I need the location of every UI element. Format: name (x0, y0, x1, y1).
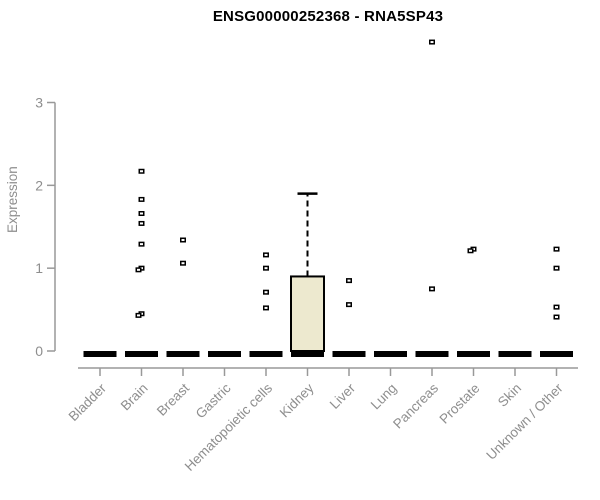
median-bar (125, 351, 158, 357)
outlier-point-center (264, 291, 268, 294)
y-tick-label: 3 (35, 95, 43, 111)
median-bar (291, 351, 324, 357)
x-tick-label: Bladder (66, 380, 110, 424)
chart-title: ENSG00000252368 - RNA5SP43 (212, 8, 444, 25)
outlier-point-center (264, 267, 268, 270)
outlier-point-center (140, 198, 143, 201)
outlier-point-center (347, 279, 351, 282)
median-bar (208, 351, 241, 357)
outlier-point-center (264, 306, 268, 309)
outlier-point-center (181, 262, 185, 265)
x-tick-label: Unknown / Other (483, 380, 566, 463)
median-bar (498, 351, 532, 357)
y-tick-label: 2 (35, 177, 43, 193)
outlier-point-center (140, 222, 143, 225)
x-tick-label: Pancreas (390, 380, 441, 431)
outlier-point-center (264, 253, 268, 256)
outlier-point-center (137, 268, 140, 271)
x-tick-label: Kidney (277, 380, 317, 420)
x-tick-label: Gastric (193, 380, 234, 421)
outlier-point-center (347, 303, 351, 306)
outlier-point-center (469, 249, 472, 252)
median-bar (415, 351, 449, 357)
outlier-point-center (430, 287, 434, 290)
median-bar (249, 351, 283, 357)
outlier-point-center (555, 248, 558, 251)
outlier-point-center (140, 212, 143, 215)
x-tick-label: Lung (368, 381, 400, 413)
x-tick-label: Breast (154, 380, 192, 418)
outlier-point-center (555, 306, 558, 309)
x-tick-label: Brain (118, 381, 151, 414)
x-tick-label: Prostate (436, 381, 482, 427)
median-bar (83, 351, 117, 357)
outlier-point-center (555, 316, 558, 319)
x-tick-label: Liver (327, 380, 359, 412)
median-bar (540, 351, 573, 357)
median-bar (457, 351, 490, 357)
y-tick-label: 1 (35, 260, 43, 276)
box (290, 275, 325, 352)
outlier-point-center (137, 314, 140, 317)
y-tick-label: 0 (35, 343, 43, 359)
outlier-point-center (140, 170, 143, 173)
median-bar (332, 351, 366, 357)
outlier-point-center (430, 41, 434, 44)
median-bar (374, 351, 407, 357)
x-tick-label: Skin (495, 381, 524, 410)
outlier-point-center (181, 239, 185, 242)
median-bar (166, 351, 200, 357)
outlier-point-center (555, 267, 558, 270)
outlier-point-center (140, 243, 143, 246)
